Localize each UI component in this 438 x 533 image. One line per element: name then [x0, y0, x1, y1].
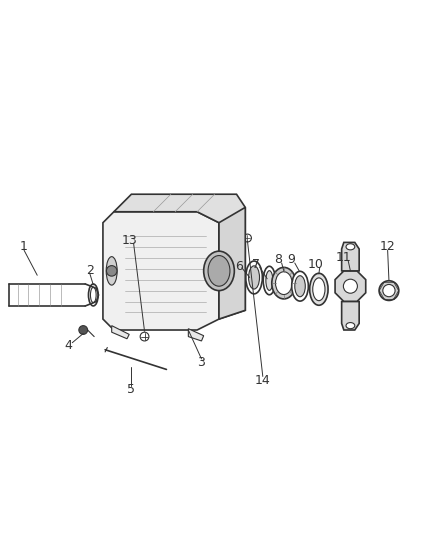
Circle shape — [244, 234, 251, 242]
Polygon shape — [112, 326, 129, 339]
Text: 14: 14 — [255, 374, 271, 387]
Circle shape — [110, 296, 122, 307]
Ellipse shape — [106, 257, 117, 285]
Ellipse shape — [379, 281, 399, 301]
Circle shape — [79, 326, 88, 334]
Circle shape — [106, 265, 117, 276]
Text: 6: 6 — [235, 260, 243, 273]
Ellipse shape — [343, 279, 357, 293]
Text: 7: 7 — [252, 258, 260, 271]
Ellipse shape — [292, 271, 308, 301]
Text: 9: 9 — [287, 253, 295, 266]
Ellipse shape — [263, 266, 276, 295]
Ellipse shape — [90, 287, 96, 303]
Text: 8: 8 — [274, 253, 282, 266]
Text: 2: 2 — [86, 264, 94, 277]
Polygon shape — [103, 212, 219, 330]
Circle shape — [140, 332, 149, 341]
Ellipse shape — [208, 255, 230, 286]
Text: 3: 3 — [198, 357, 205, 369]
Polygon shape — [335, 271, 366, 302]
Ellipse shape — [383, 285, 395, 297]
Ellipse shape — [266, 271, 273, 290]
Ellipse shape — [313, 278, 325, 301]
Polygon shape — [219, 207, 245, 319]
Text: 10: 10 — [307, 258, 323, 271]
Text: 5: 5 — [127, 383, 135, 395]
Text: 1: 1 — [20, 240, 28, 253]
Polygon shape — [342, 243, 359, 271]
Ellipse shape — [346, 322, 355, 329]
Text: 4: 4 — [64, 339, 72, 352]
Ellipse shape — [272, 268, 296, 299]
Text: 13: 13 — [121, 233, 137, 247]
Polygon shape — [188, 329, 204, 341]
Ellipse shape — [246, 261, 262, 294]
Ellipse shape — [204, 251, 234, 290]
Polygon shape — [114, 194, 245, 319]
Ellipse shape — [346, 244, 355, 250]
Ellipse shape — [310, 273, 328, 305]
Text: 12: 12 — [380, 240, 396, 253]
Text: 11: 11 — [336, 251, 352, 264]
Ellipse shape — [295, 276, 305, 297]
Polygon shape — [342, 302, 359, 330]
Ellipse shape — [276, 272, 292, 295]
Ellipse shape — [249, 266, 259, 289]
Ellipse shape — [88, 284, 98, 306]
Circle shape — [113, 299, 119, 304]
